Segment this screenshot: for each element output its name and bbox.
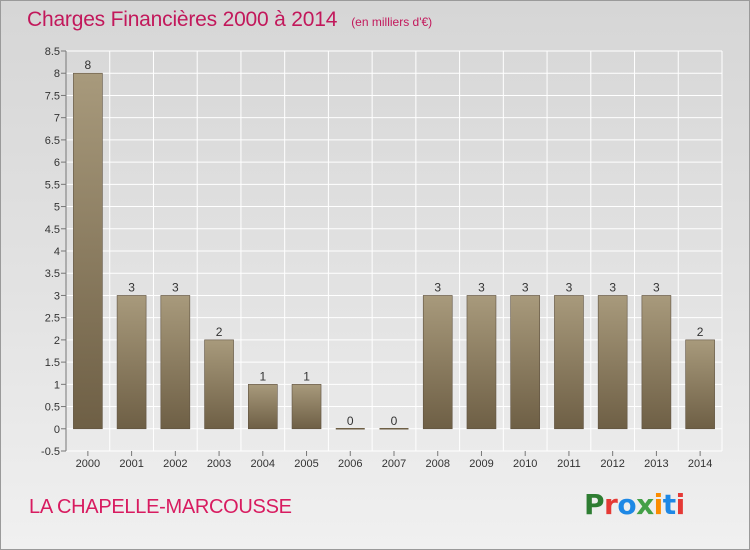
logo-letter: t (662, 488, 676, 521)
bar (597, 295, 628, 430)
commune-name: LA CHAPELLE-MARCOUSSE (29, 496, 292, 518)
y-tick-label: 7.5 (45, 90, 60, 102)
logo-letter: o (617, 488, 637, 521)
y-tick-label: 0.5 (45, 402, 60, 414)
bar (641, 295, 672, 430)
data-label: 3 (172, 280, 179, 294)
x-tick-label: 2004 (251, 458, 275, 470)
bar (73, 72, 103, 430)
x-tick-label: 2013 (644, 458, 668, 470)
y-tick-label: 3.5 (45, 268, 60, 280)
chart-title-line: Charges Financières 2000 à 2014 (en milli… (27, 8, 432, 32)
data-label: 3 (609, 280, 616, 294)
y-tick-label: -0.5 (41, 446, 60, 458)
x-tick-label: 2009 (469, 458, 493, 470)
x-tick-label: 2014 (688, 458, 712, 470)
x-tick-label: 2007 (382, 458, 406, 470)
x-tick-label: 2006 (338, 458, 362, 470)
x-tick-label: 2010 (513, 458, 537, 470)
data-label: 3 (478, 280, 485, 294)
y-tick-label: 3 (54, 290, 60, 302)
data-label: 0 (391, 414, 398, 428)
bar (554, 295, 584, 430)
y-tick-label: 8 (54, 68, 60, 80)
y-tick-label: 4 (54, 246, 60, 258)
y-tick-label: 5 (54, 202, 60, 214)
logo-letter: P (584, 488, 605, 521)
y-tick-label: 8.5 (45, 46, 60, 58)
bar (291, 384, 322, 430)
bar (685, 339, 715, 430)
x-tick-label: 2012 (600, 458, 624, 470)
x-tick-label: 2008 (425, 458, 449, 470)
x-tick-label: 2001 (119, 458, 143, 470)
data-label: 8 (85, 58, 92, 72)
bar (422, 295, 453, 430)
y-tick-label: 6 (54, 157, 60, 169)
y-tick-label: 7 (54, 113, 60, 125)
data-label: 3 (128, 280, 135, 294)
x-tick-label: 2005 (294, 458, 318, 470)
logo-letter: i (675, 488, 686, 521)
data-label: 2 (216, 325, 223, 339)
bar (116, 295, 147, 430)
data-label: 1 (259, 369, 266, 383)
y-tick-label: 1.5 (45, 357, 60, 369)
logo-letter: x (636, 488, 654, 521)
data-label: 3 (522, 280, 529, 294)
y-tick-label: 5.5 (45, 179, 60, 191)
data-label: 3 (566, 280, 573, 294)
data-label: 3 (434, 280, 441, 294)
bar (466, 295, 497, 430)
chart-unit: (en milliers d'€) (351, 15, 433, 29)
y-tick-label: 2.5 (45, 313, 60, 325)
bar (510, 295, 541, 430)
data-label: 3 (653, 280, 660, 294)
y-tick-label: 6.5 (45, 135, 60, 147)
y-tick-label: 2 (54, 335, 60, 347)
x-tick-label: 2002 (163, 458, 187, 470)
logo-letter: i (653, 488, 664, 521)
bar (204, 339, 234, 430)
data-label: 2 (697, 325, 704, 339)
y-tick-label: 1 (54, 379, 60, 391)
proxiti-logo: Proxiti (584, 488, 685, 521)
bar (160, 295, 191, 430)
bar (248, 384, 278, 430)
y-tick-label: 4.5 (45, 224, 60, 236)
data-label: 0 (347, 414, 354, 428)
y-tick-label: 0 (54, 424, 60, 436)
x-tick-label: 2003 (207, 458, 231, 470)
chart-title: Charges Financières 2000 à 2014 (27, 8, 338, 31)
data-label: 1 (303, 369, 310, 383)
logo-letter: r (604, 488, 618, 521)
x-tick-label: 2000 (76, 458, 100, 470)
x-tick-label: 2011 (557, 458, 581, 470)
